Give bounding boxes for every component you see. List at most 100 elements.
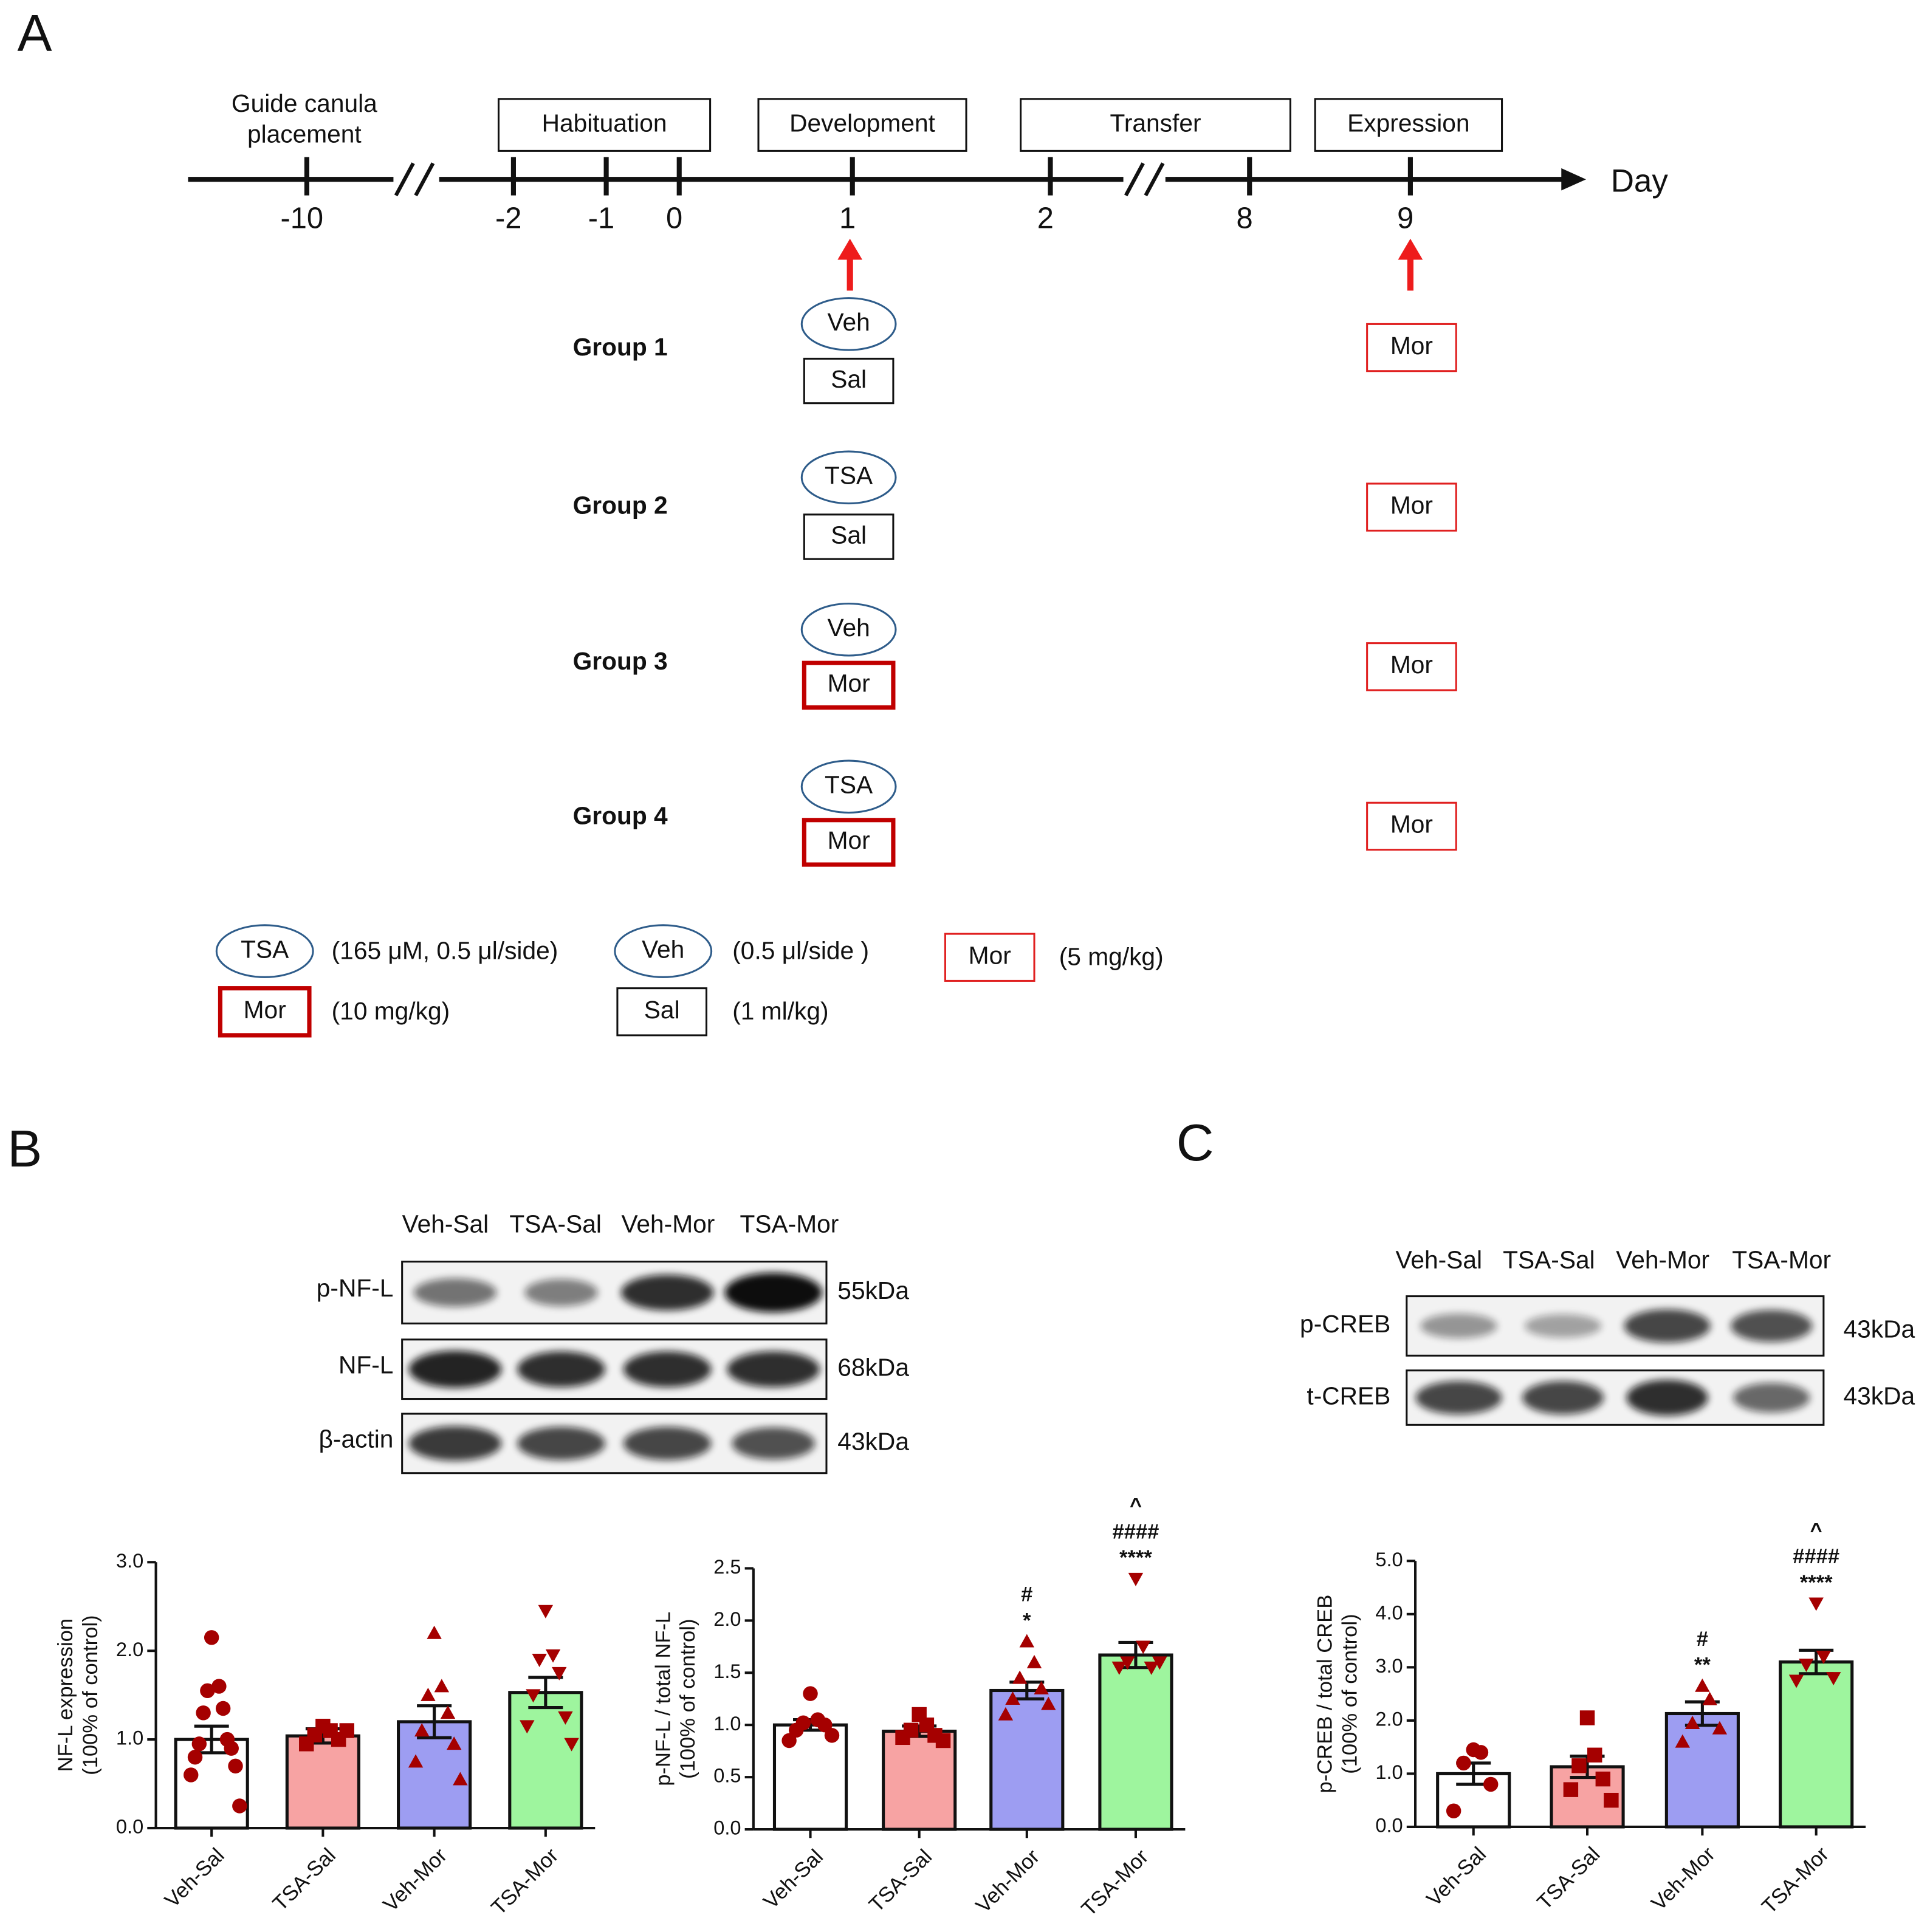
blot-band [623,1351,712,1388]
blot-band [408,1426,502,1461]
pretreatment-oval [800,759,897,814]
data-point [224,1741,239,1756]
x-tick-label: TSA-Mor [487,1844,563,1920]
blot-band [724,1272,823,1313]
data-point [1695,1678,1710,1692]
data-point [1005,1691,1020,1705]
panel-label: C [1176,1114,1214,1172]
data-point [817,1717,833,1733]
data-point [204,1630,219,1645]
blot-band [1522,1381,1604,1414]
data-point [1473,1745,1489,1760]
data-point [408,1754,424,1768]
timeline-axis [188,162,1586,197]
day-label: 8 [1237,202,1253,235]
data-point [1152,1656,1167,1670]
development-label: Mor [828,670,870,697]
group-label: Group 3 [573,647,668,675]
legend-text: (0.5 μl/side ) [732,936,869,964]
expression-box [1366,323,1457,372]
group-label: Group 4 [573,801,668,829]
day-label: -2 [495,202,521,235]
data-point [526,1689,541,1703]
expression-label: Mor [1390,491,1433,519]
development-label: Sal [831,365,867,393]
legend-symbol: Mor [969,941,1011,969]
development-box [803,357,895,405]
data-point [1034,1680,1049,1694]
data-point [339,1723,354,1738]
blot-band [732,1427,815,1460]
data-point [446,1736,462,1750]
legend-symbol: Veh [642,935,684,963]
phase-label: Expression [1347,109,1469,137]
x-tick-label: TSA-Sal [269,1844,340,1916]
pretreatment-oval [800,450,897,505]
blot-band [517,1427,605,1461]
significance-label: ^ [1130,1495,1142,1518]
expression-box [1366,642,1457,691]
development-box [803,513,895,560]
data-point [1816,1651,1832,1665]
error-bar [417,1704,452,1739]
data-point [440,1705,456,1719]
significance-label: **** [1119,1546,1152,1569]
data-point [228,1758,243,1774]
pretreatment-label: Veh [828,308,870,336]
data-point [1595,1771,1611,1787]
data-point [1111,1661,1127,1675]
expression-box [1366,482,1457,532]
legend-oval [215,924,314,978]
expression-label: Mor [1390,332,1433,360]
data-point [215,1701,231,1716]
legend-text: (5 mg/kg) [1059,943,1164,971]
guide-label: placement [247,120,362,148]
bar [1779,1660,1854,1829]
y-tick-label: 3.0 [116,1550,143,1572]
data-point [1579,1710,1595,1725]
red-arrows [837,238,1423,291]
y-tick-label: 0.5 [713,1765,741,1787]
pretreatment-oval [800,602,897,657]
blot-row-label: β-actin [318,1425,393,1453]
blot-band [1624,1309,1711,1343]
data-point [1446,1803,1461,1818]
legend-text: (10 mg/kg) [332,997,450,1025]
legend-box [944,933,1035,982]
data-point [427,1625,442,1639]
legend-box [616,987,708,1036]
data-point [1788,1674,1804,1688]
data-point [1563,1782,1579,1797]
lane-label: Veh-Mor [621,1210,715,1238]
data-point [1026,1654,1042,1668]
pretreatment-oval [800,297,897,351]
significance-label: #### [1793,1545,1839,1568]
data-point [232,1798,247,1814]
data-point [1483,1776,1499,1792]
blot-band [1415,1381,1502,1414]
y-tick-label: 3.0 [1375,1655,1403,1677]
blot-band [1420,1314,1497,1338]
legend-symbol: Sal [644,996,680,1024]
data-point [421,1687,436,1701]
blot-size-label: 68kDa [837,1353,909,1381]
blot-size-label: 55kDa [837,1276,909,1304]
data-point [552,1667,567,1680]
x-tick-label: Veh-Mor [379,1844,452,1916]
blot-row-label: NF-L [338,1351,393,1379]
blot-size-label: 43kDa [1843,1315,1915,1343]
development-label: Mor [828,826,870,854]
significance-label: * [1023,1609,1031,1632]
x-tick-label: Veh-Sal [759,1845,828,1914]
lane-label: Veh-Sal [402,1210,489,1238]
x-tick-label: TSA-Sal [865,1845,936,1917]
group-label: Group 1 [573,333,668,361]
data-point [935,1733,951,1749]
blot-band [413,1278,497,1307]
blot-band [1733,1383,1810,1413]
x-tick-label: Veh-Sal [160,1844,229,1913]
lane-label: TSA-Mor [740,1210,839,1238]
data-point [545,1649,561,1663]
